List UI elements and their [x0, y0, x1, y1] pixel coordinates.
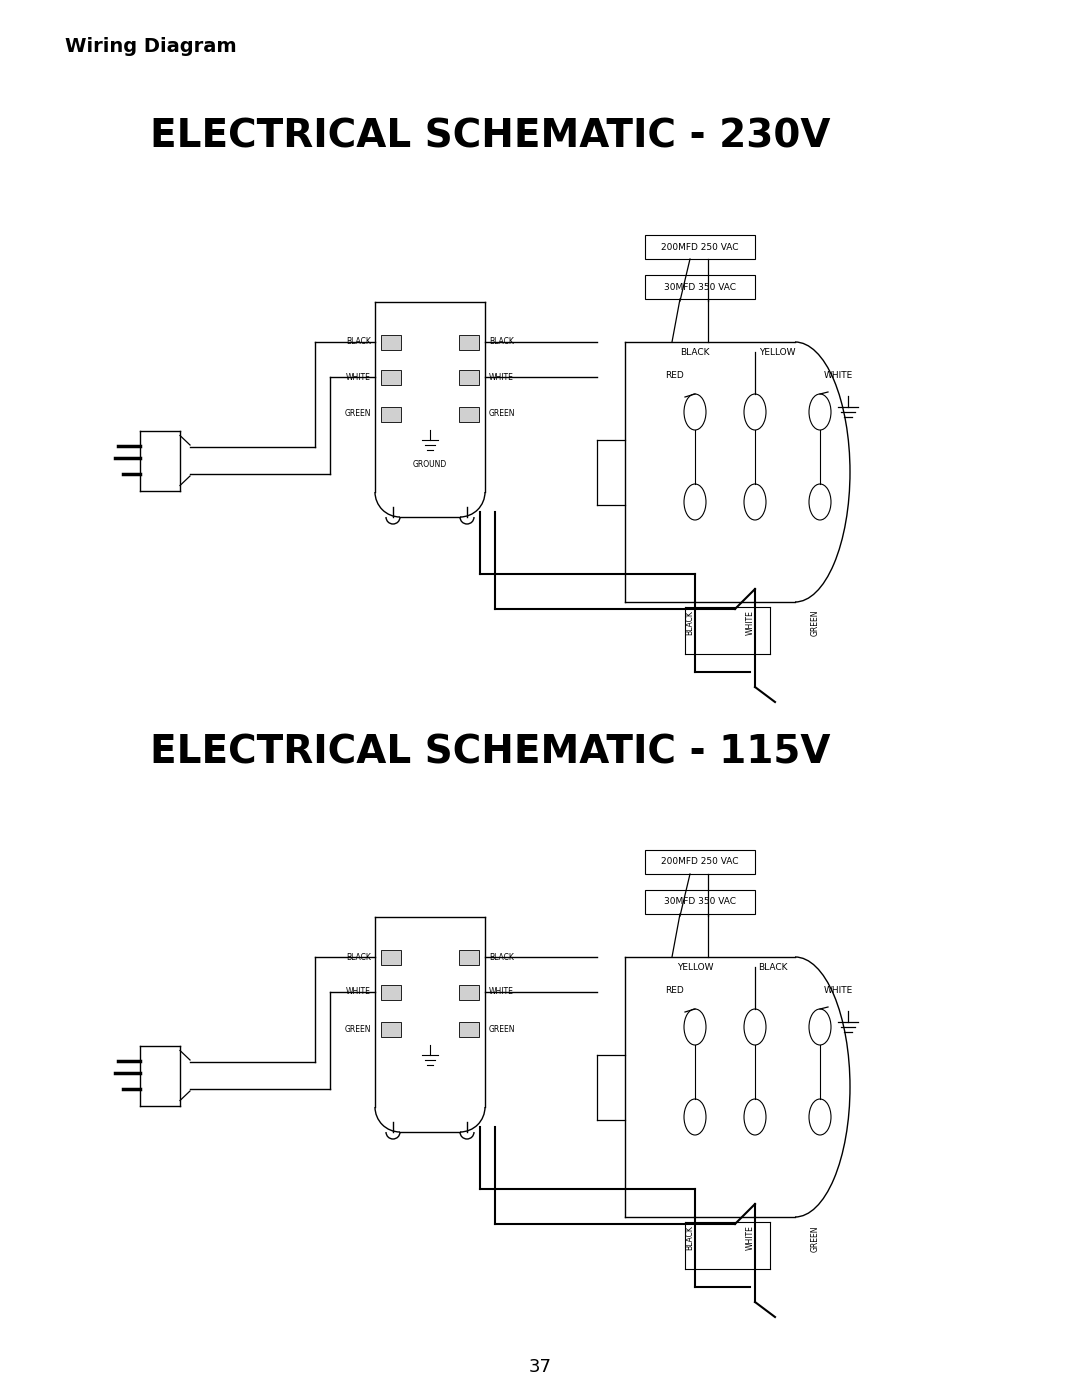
Text: RED: RED [665, 986, 685, 995]
Bar [645, 890, 755, 914]
Bar [645, 275, 755, 299]
Ellipse shape [744, 483, 766, 520]
Text: GROUND: GROUND [413, 460, 447, 469]
Text: BLACK: BLACK [680, 348, 710, 358]
Ellipse shape [684, 1099, 706, 1134]
Text: WHITE: WHITE [745, 610, 755, 634]
Text: ELECTRICAL SCHEMATIC - 230V: ELECTRICAL SCHEMATIC - 230V [150, 117, 831, 156]
Text: 200MFD 250 VAC: 200MFD 250 VAC [661, 243, 739, 251]
Text: 37: 37 [528, 1358, 552, 1376]
Ellipse shape [744, 1099, 766, 1134]
Bar [645, 849, 755, 875]
Ellipse shape [744, 1009, 766, 1045]
Text: WHITE: WHITE [346, 373, 372, 381]
Text: BLACK: BLACK [489, 338, 514, 346]
Text: ELECTRICAL SCHEMATIC - 115V: ELECTRICAL SCHEMATIC - 115V [150, 733, 831, 771]
Text: BLACK: BLACK [489, 953, 514, 961]
Text: GREEN: GREEN [810, 610, 820, 637]
Ellipse shape [684, 483, 706, 520]
Text: WHITE: WHITE [346, 988, 372, 996]
Text: 200MFD 250 VAC: 200MFD 250 VAC [661, 858, 739, 866]
Bar [381, 985, 401, 1000]
Ellipse shape [809, 1099, 831, 1134]
Text: WHITE: WHITE [823, 986, 852, 995]
Ellipse shape [809, 394, 831, 430]
Text: YELLOW: YELLOW [677, 963, 713, 972]
Text: GREEN: GREEN [345, 409, 372, 419]
Text: WHITE: WHITE [489, 373, 514, 381]
Ellipse shape [684, 1009, 706, 1045]
Text: BLACK: BLACK [758, 963, 787, 972]
Text: 30MFD 350 VAC: 30MFD 350 VAC [664, 282, 735, 292]
Text: GREEN: GREEN [489, 409, 515, 419]
Bar [381, 370, 401, 386]
Bar [459, 985, 480, 1000]
Ellipse shape [744, 394, 766, 430]
Bar [381, 1023, 401, 1037]
Bar [645, 235, 755, 258]
Text: BLACK: BLACK [686, 1225, 694, 1250]
Text: BLACK: BLACK [686, 610, 694, 634]
Text: GREEN: GREEN [810, 1225, 820, 1252]
Ellipse shape [809, 1009, 831, 1045]
Text: WHITE: WHITE [823, 372, 852, 380]
Ellipse shape [809, 483, 831, 520]
Text: Wiring Diagram: Wiring Diagram [65, 38, 237, 56]
Bar [381, 335, 401, 351]
Bar [459, 335, 480, 351]
Bar [459, 1023, 480, 1037]
Text: RED: RED [665, 372, 685, 380]
Text: 30MFD 350 VAC: 30MFD 350 VAC [664, 897, 735, 907]
Text: BLACK: BLACK [346, 338, 372, 346]
Text: BLACK: BLACK [346, 953, 372, 961]
Bar [459, 950, 480, 965]
Bar [459, 370, 480, 386]
Text: GREEN: GREEN [345, 1024, 372, 1034]
Text: WHITE: WHITE [489, 988, 514, 996]
Ellipse shape [684, 394, 706, 430]
Text: WHITE: WHITE [745, 1225, 755, 1250]
Bar [459, 407, 480, 422]
Text: YELLOW: YELLOW [759, 348, 795, 358]
Bar [381, 407, 401, 422]
Bar [381, 950, 401, 965]
Text: GREEN: GREEN [489, 1024, 515, 1034]
